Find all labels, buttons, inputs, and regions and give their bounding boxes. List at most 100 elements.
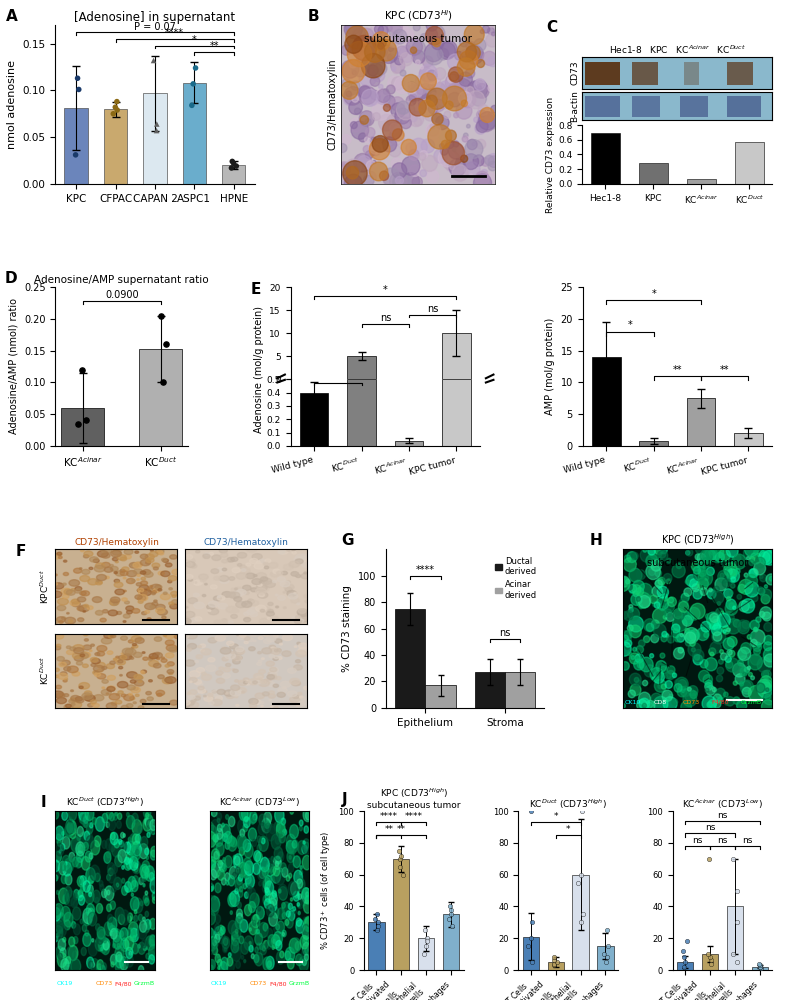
Circle shape xyxy=(726,599,736,610)
Circle shape xyxy=(73,907,81,920)
Circle shape xyxy=(488,85,494,92)
Circle shape xyxy=(303,936,309,946)
Circle shape xyxy=(288,911,295,921)
Circle shape xyxy=(392,129,404,141)
Circle shape xyxy=(630,684,641,696)
Circle shape xyxy=(225,959,234,974)
Circle shape xyxy=(59,662,67,667)
Circle shape xyxy=(80,876,86,886)
Circle shape xyxy=(166,677,176,683)
Bar xyxy=(394,859,409,970)
Circle shape xyxy=(149,680,152,682)
Circle shape xyxy=(181,618,191,624)
Circle shape xyxy=(213,841,218,849)
Circle shape xyxy=(676,677,688,691)
Circle shape xyxy=(107,686,116,691)
Circle shape xyxy=(249,893,259,908)
Circle shape xyxy=(269,893,277,906)
Circle shape xyxy=(378,43,384,49)
Circle shape xyxy=(253,575,257,577)
Circle shape xyxy=(123,834,125,837)
Circle shape xyxy=(277,657,282,660)
Circle shape xyxy=(101,666,107,669)
Circle shape xyxy=(222,657,228,661)
Circle shape xyxy=(116,821,121,829)
Circle shape xyxy=(114,579,120,583)
Circle shape xyxy=(82,664,88,668)
Circle shape xyxy=(409,111,424,127)
Circle shape xyxy=(694,654,699,660)
Circle shape xyxy=(74,648,84,654)
Circle shape xyxy=(207,911,215,925)
Circle shape xyxy=(63,862,71,876)
Circle shape xyxy=(147,825,154,835)
Circle shape xyxy=(120,957,128,970)
Circle shape xyxy=(149,945,158,960)
Circle shape xyxy=(131,832,140,847)
Circle shape xyxy=(621,703,626,708)
Circle shape xyxy=(147,588,150,589)
Circle shape xyxy=(139,914,143,921)
Circle shape xyxy=(122,598,128,601)
Circle shape xyxy=(204,583,208,585)
Circle shape xyxy=(233,872,237,879)
Circle shape xyxy=(116,656,119,658)
Circle shape xyxy=(665,602,674,612)
Circle shape xyxy=(169,700,178,705)
Circle shape xyxy=(287,851,295,863)
Circle shape xyxy=(72,653,82,658)
Circle shape xyxy=(437,93,452,109)
Circle shape xyxy=(67,820,76,835)
Circle shape xyxy=(101,638,112,644)
Circle shape xyxy=(228,836,234,846)
Circle shape xyxy=(657,601,661,605)
Circle shape xyxy=(660,546,668,554)
Circle shape xyxy=(642,703,646,708)
Text: ****: **** xyxy=(405,812,423,821)
Circle shape xyxy=(202,672,206,675)
Circle shape xyxy=(98,581,102,584)
Circle shape xyxy=(111,550,121,557)
Circle shape xyxy=(115,855,122,867)
Circle shape xyxy=(82,813,90,827)
Circle shape xyxy=(413,24,420,31)
Circle shape xyxy=(213,896,215,900)
Circle shape xyxy=(71,837,81,852)
Circle shape xyxy=(268,935,276,947)
Point xyxy=(752,956,765,972)
Circle shape xyxy=(300,935,309,949)
Circle shape xyxy=(440,144,444,148)
Circle shape xyxy=(648,547,655,555)
Circle shape xyxy=(427,124,439,136)
Circle shape xyxy=(421,34,428,41)
Circle shape xyxy=(194,680,202,684)
Circle shape xyxy=(392,25,406,40)
Circle shape xyxy=(710,613,718,622)
Circle shape xyxy=(624,611,633,620)
Circle shape xyxy=(108,863,115,875)
Circle shape xyxy=(147,618,151,620)
Circle shape xyxy=(185,561,195,567)
Circle shape xyxy=(663,697,677,711)
Circle shape xyxy=(711,616,720,625)
Circle shape xyxy=(140,554,148,559)
Circle shape xyxy=(169,604,178,609)
Circle shape xyxy=(219,575,229,581)
Circle shape xyxy=(264,631,271,636)
Circle shape xyxy=(276,940,282,950)
Circle shape xyxy=(259,580,265,584)
Circle shape xyxy=(90,700,97,704)
Circle shape xyxy=(253,814,257,820)
Circle shape xyxy=(274,822,280,831)
Circle shape xyxy=(342,79,350,87)
Circle shape xyxy=(237,834,246,850)
Circle shape xyxy=(423,93,429,100)
Circle shape xyxy=(290,809,294,814)
Circle shape xyxy=(69,580,79,586)
Circle shape xyxy=(71,959,81,974)
Circle shape xyxy=(66,704,71,708)
Circle shape xyxy=(372,69,385,82)
Circle shape xyxy=(706,567,714,576)
Circle shape xyxy=(268,609,273,613)
Circle shape xyxy=(123,621,126,622)
